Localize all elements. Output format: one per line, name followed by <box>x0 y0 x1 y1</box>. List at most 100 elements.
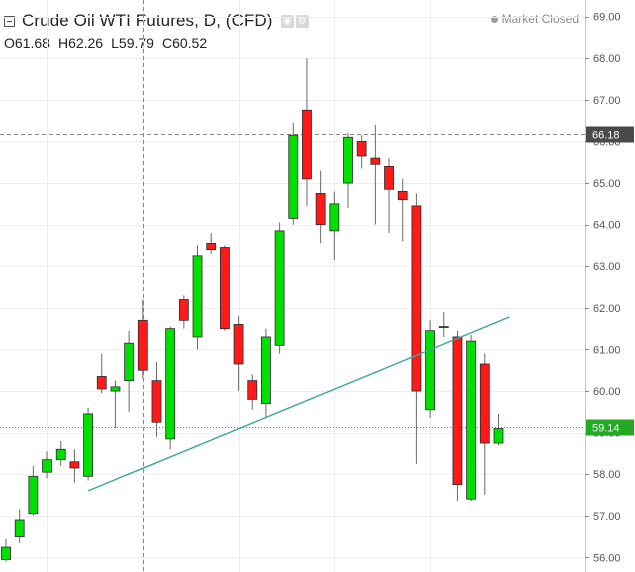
tick-label: 68.00 <box>593 53 621 65</box>
candle-body <box>411 205 422 392</box>
tick-label: 60.00 <box>593 386 621 398</box>
candle-body <box>315 193 326 226</box>
candle-body <box>110 386 121 392</box>
candle-down <box>356 135 367 169</box>
candle-up <box>1 538 11 562</box>
candle-body <box>343 136 353 184</box>
candle-body <box>466 340 477 500</box>
candle-body <box>384 165 394 190</box>
collapse-toggle-icon[interactable] <box>4 15 15 27</box>
candles <box>1 58 504 562</box>
candle-down <box>96 353 107 394</box>
candle-up <box>425 320 435 419</box>
candle-up <box>438 312 449 337</box>
tick-label: 57.00 <box>593 511 621 523</box>
candle-body <box>28 475 39 515</box>
ohlc-low: L59.79 <box>111 35 154 51</box>
tick-label: 56.00 <box>593 552 621 564</box>
candle-body <box>274 230 285 346</box>
candle-up <box>14 509 25 543</box>
candle-up <box>493 413 504 446</box>
candle-body <box>96 376 107 390</box>
candle-body <box>151 380 162 423</box>
candle-body <box>124 342 135 382</box>
tick-label: 65.00 <box>593 178 621 190</box>
candle-body <box>288 134 299 219</box>
tick-label: 63.00 <box>593 261 621 273</box>
candle-up <box>42 451 52 479</box>
candle-body <box>14 519 25 538</box>
candle-body <box>178 299 189 321</box>
candle-body <box>219 247 230 330</box>
market-status: Market Closed <box>490 12 579 26</box>
candle-body <box>493 428 504 444</box>
chart-header: Crude Oil WTI Futures, D, (CFD) ◉ ⚙ O61.… <box>0 0 585 52</box>
candle-body <box>479 363 490 444</box>
ohlc-open: O61.68 <box>4 35 50 51</box>
candle-up <box>288 122 299 225</box>
candle-body <box>452 336 463 486</box>
last-price-label: 59.14 <box>592 423 620 435</box>
candle-down <box>178 295 189 329</box>
candle-down <box>206 232 217 254</box>
crosshair-label-bg <box>586 126 634 143</box>
tick-label: 67.00 <box>593 95 621 107</box>
candle-body <box>356 141 367 157</box>
candle-body <box>247 380 258 400</box>
candle-body <box>192 255 203 338</box>
candle-body <box>1 546 11 560</box>
trend-line <box>87 316 510 492</box>
status-dot-icon <box>490 15 498 23</box>
candle-down <box>219 245 230 331</box>
market-status-text: Market Closed <box>501 12 579 26</box>
candle-body <box>302 109 312 180</box>
candle-up <box>55 440 66 466</box>
ohlc-high: H62.26 <box>57 35 104 51</box>
candle-down <box>247 374 258 410</box>
ohlc-close: C60.52 <box>161 35 208 51</box>
candle-body <box>438 326 449 328</box>
tick-label: 69.00 <box>593 12 621 24</box>
candle-up <box>329 191 340 260</box>
candle-body <box>69 461 80 469</box>
candle-down <box>137 299 148 379</box>
candle-down <box>384 158 394 233</box>
ohlc-readout: O61.68 H62.26 L59.79 C60.52 <box>4 35 207 51</box>
candle-body <box>137 319 148 371</box>
candle-up <box>192 245 203 350</box>
tick-label: 64.00 <box>593 220 621 232</box>
crosshair-price-label: 66.18 <box>592 130 620 142</box>
candle-up <box>261 328 271 419</box>
candle-down <box>397 178 408 242</box>
price-axis-bg <box>585 0 635 572</box>
candle-body <box>165 328 176 440</box>
candle-up <box>28 465 39 516</box>
candle-body <box>55 448 66 461</box>
candle-down <box>370 124 381 225</box>
candle-down <box>452 330 463 502</box>
candle-body <box>261 336 271 404</box>
candle-up <box>165 326 176 450</box>
candle-down <box>302 58 312 206</box>
candle-up <box>466 334 477 502</box>
chart-title: Crude Oil WTI Futures, D, (CFD) <box>22 11 273 30</box>
candle-body <box>425 330 435 411</box>
candle-up <box>274 222 285 354</box>
tick-label: 58.00 <box>593 469 621 481</box>
candle-body <box>206 242 217 251</box>
tick-label: 62.00 <box>593 303 621 315</box>
candle-down <box>233 316 244 392</box>
candle-up <box>124 330 135 412</box>
tick-label: 61.00 <box>593 344 621 356</box>
candle-up <box>83 407 93 481</box>
candle-up <box>343 133 353 208</box>
candle-body <box>329 203 340 232</box>
candle-down <box>479 353 490 496</box>
candle-body <box>370 157 381 165</box>
candle-body <box>83 413 93 477</box>
last-price-label-bg <box>586 419 634 436</box>
candle-body <box>233 324 244 365</box>
candle-down <box>151 361 162 437</box>
candle-body <box>397 190 408 201</box>
